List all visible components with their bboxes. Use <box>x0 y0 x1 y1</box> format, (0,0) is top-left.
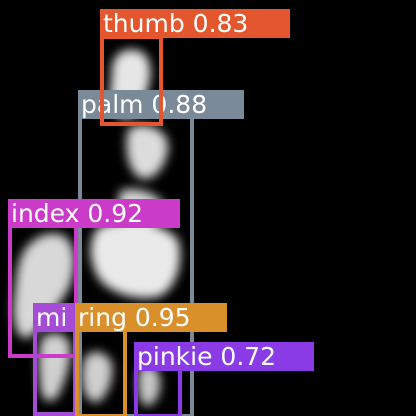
ring-box <box>75 328 127 416</box>
thumb-label: thumb 0.83 <box>100 9 290 38</box>
middle-box <box>33 326 77 416</box>
middle-label: mi <box>33 303 77 332</box>
ring-label: ring 0.95 <box>75 303 227 332</box>
thumb-box <box>100 35 163 126</box>
pinkie-box <box>134 366 182 416</box>
pinkie-label: pinkie 0.72 <box>134 342 314 371</box>
index-label: index 0.92 <box>8 199 180 228</box>
